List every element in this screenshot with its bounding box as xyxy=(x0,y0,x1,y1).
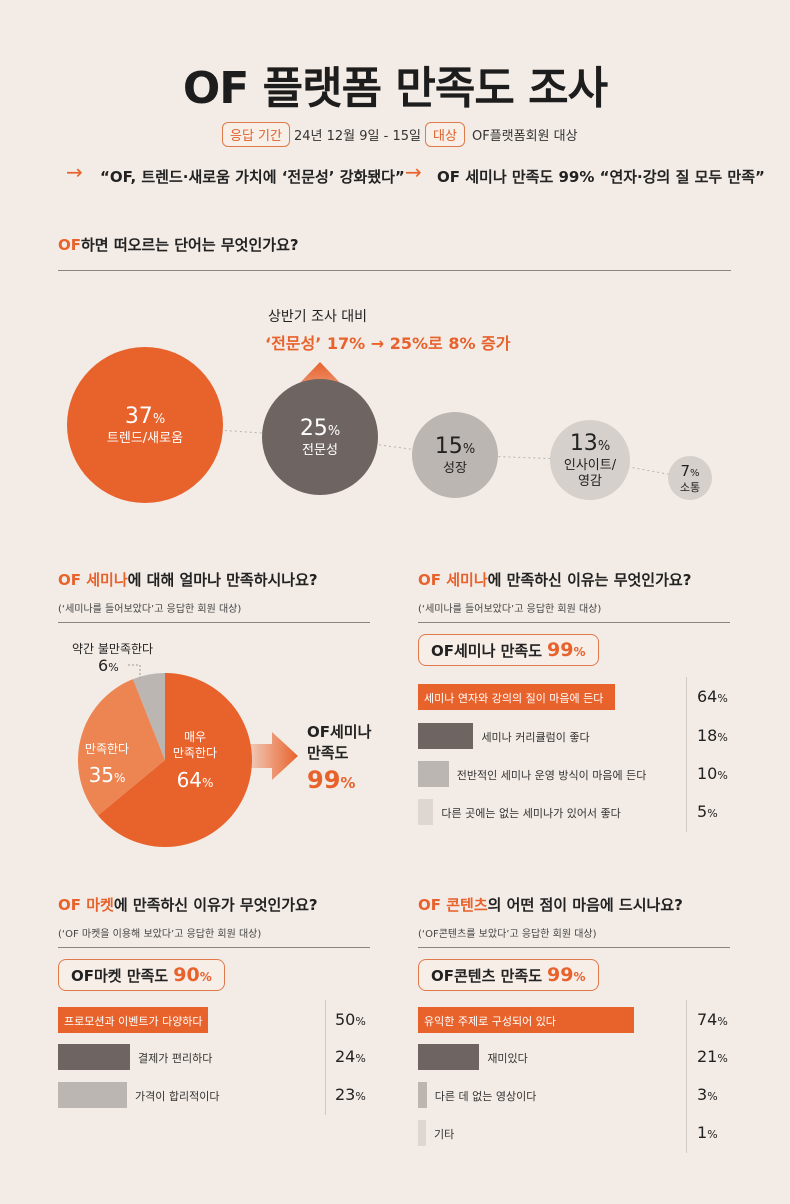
bubble-0: 37% 트렌드/새로움 xyxy=(67,347,223,503)
bubble-label: 소통 xyxy=(679,480,701,494)
bar xyxy=(58,1044,130,1070)
bar xyxy=(58,1082,127,1108)
bubble-3: 13% 인사이트/영감 xyxy=(550,420,630,500)
bar xyxy=(418,761,449,787)
target-text: OF플랫폼회원 대상 xyxy=(472,129,578,144)
section-subtitle: (‘OF콘텐츠를 보았다’고 응답한 회원 대상) xyxy=(418,929,597,940)
pie-slice-1 xyxy=(78,679,165,816)
bubble-value: 13% xyxy=(569,431,611,456)
bar-value: 10% xyxy=(697,764,728,783)
bar xyxy=(418,1007,635,1033)
right-arrow-icon xyxy=(240,732,298,780)
bubble-label: 트렌드/새로움 xyxy=(106,430,184,446)
bubble-label: 인사이트/영감 xyxy=(563,457,617,489)
pie-label-satisfied: 만족한다 35% xyxy=(84,742,130,787)
satisfaction-badge: OF마켓 만족도 90% xyxy=(58,959,225,991)
bar xyxy=(418,1120,426,1146)
pie-slice-2 xyxy=(132,673,165,760)
bar-label: 전반적인 세미나 운영 방식이 마음에 든다 xyxy=(456,769,647,782)
bar-value: 3% xyxy=(697,1085,718,1104)
pie-chart xyxy=(78,664,298,847)
separator xyxy=(686,1000,687,1153)
pie-label-very-satisfied: 매우 만족한다 64% xyxy=(172,730,218,793)
bar-label: 다른 데 없는 영상이다 xyxy=(434,1090,537,1103)
section-title: OF 콘텐츠의 어떤 점이 마음에 드시나요? xyxy=(418,896,683,914)
bar-value: 21% xyxy=(697,1047,728,1066)
bubble-2: 15% 성장 xyxy=(412,412,498,498)
section-subtitle: (‘OF 마켓을 이용해 보았다’고 응답한 회원 대상) xyxy=(58,929,262,940)
bar xyxy=(418,723,474,749)
bubble-value: 37% xyxy=(124,404,166,430)
headline-2: OF 세미나 만족도 99% “연자·강의 질 모두 만족” xyxy=(437,168,765,186)
divider xyxy=(418,947,730,948)
bar-value: 5% xyxy=(697,802,718,821)
bar-label: 재미있다 xyxy=(487,1052,528,1065)
page-title: OF 플랫폼 만족도 조사 xyxy=(182,63,608,114)
divider xyxy=(418,622,730,623)
separator xyxy=(686,677,687,832)
bar-label: 세미나 연자와 강의의 질이 마음에 든다 xyxy=(424,692,604,705)
period-text: 24년 12월 9일 - 15일 xyxy=(294,129,421,144)
bar-value: 74% xyxy=(697,1010,728,1029)
bar-value: 50% xyxy=(335,1010,366,1029)
bar-value: 23% xyxy=(335,1085,366,1104)
bar-label: 가격이 합리적이다 xyxy=(135,1090,220,1103)
arrow-right-icon: → xyxy=(405,160,422,184)
satisfaction-badge: OF콘텐츠 만족도 99% xyxy=(418,959,599,991)
headline-1: “OF, 트렌드·새로움 가치에 ‘전문성’ 강화됐다” xyxy=(100,168,405,186)
bar-label: 유익한 주제로 구성되어 있다 xyxy=(424,1015,556,1028)
bubble-value: 7% xyxy=(680,461,700,480)
bubble-label: 전문성 xyxy=(302,442,338,458)
section-subtitle: (‘세미나를 들어보았다’고 응답한 회원 대상) xyxy=(418,604,602,615)
bar xyxy=(418,799,434,825)
bar-value: 24% xyxy=(335,1047,366,1066)
satisfaction-badge: OF세미나 만족도 99% xyxy=(418,634,599,666)
divider xyxy=(58,270,731,271)
pie-slice-0 xyxy=(97,673,252,847)
bar-label: 다른 곳에는 없는 세미나가 있어서 좋다 xyxy=(441,807,621,820)
section-subtitle: (‘세미나를 들어보았다’고 응답한 회원 대상) xyxy=(58,604,242,615)
section-title: OF 세미나에 만족하신 이유는 무엇인가요? xyxy=(418,571,692,589)
bar-label: 프로모션과 이벤트가 다양하다 xyxy=(64,1015,203,1028)
bubble-value: 25% xyxy=(299,416,341,442)
bar xyxy=(418,1044,480,1070)
pie-summary: OF세미나 만족도 99% xyxy=(307,723,372,794)
pie-label-slight-dissatisfied: 약간 불만족한다 xyxy=(72,642,154,656)
target-tag: 대상 xyxy=(425,122,465,147)
bar-label: 세미나 커리큘럼이 좋다 xyxy=(481,731,590,744)
bar xyxy=(418,1082,427,1108)
section-title: OF 마켓에 만족하신 이유가 무엇인가요? xyxy=(58,896,318,914)
section-title-words: OF하면 떠오르는 단어는 무엇인가요? xyxy=(58,236,299,254)
annotation-line1: 상반기 조사 대비 xyxy=(268,309,368,325)
arrow-right-icon: → xyxy=(66,160,83,184)
bar-label: 결제가 편리하다 xyxy=(138,1052,213,1065)
annotation-line2: ‘전문성’ 17% → 25%로 8% 증가 xyxy=(265,334,511,353)
divider xyxy=(58,947,370,948)
bar-value: 64% xyxy=(697,687,728,706)
bubble-1: 25% 전문성 xyxy=(262,379,378,495)
bar-value: 1% xyxy=(697,1123,718,1142)
pie-value-slight-dissatisfied: 6% xyxy=(98,656,119,675)
separator xyxy=(325,1000,326,1115)
bubble-label: 성장 xyxy=(443,460,467,476)
bubble-value: 15% xyxy=(434,434,476,460)
section-title-seminar-satisfaction: OF 세미나에 대해 얼마나 만족하시나요? xyxy=(58,571,318,589)
period-tag: 응답 기간 xyxy=(222,122,290,147)
bar xyxy=(418,684,616,710)
bubble-4: 7% 소통 xyxy=(668,456,712,500)
divider xyxy=(58,622,370,623)
bar xyxy=(58,1007,208,1033)
bar-label: 기타 xyxy=(434,1128,455,1141)
bar-value: 18% xyxy=(697,726,728,745)
